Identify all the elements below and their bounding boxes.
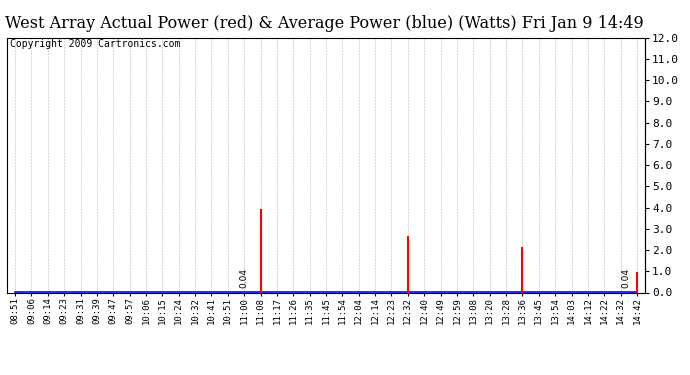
Text: 0.04: 0.04 [621,268,630,288]
Text: West Array Actual Power (red) & Average Power (blue) (Watts) Fri Jan 9 14:49: West Array Actual Power (red) & Average … [5,15,644,32]
Text: 0.04: 0.04 [239,268,248,288]
Text: Copyright 2009 Cartronics.com: Copyright 2009 Cartronics.com [10,39,181,49]
